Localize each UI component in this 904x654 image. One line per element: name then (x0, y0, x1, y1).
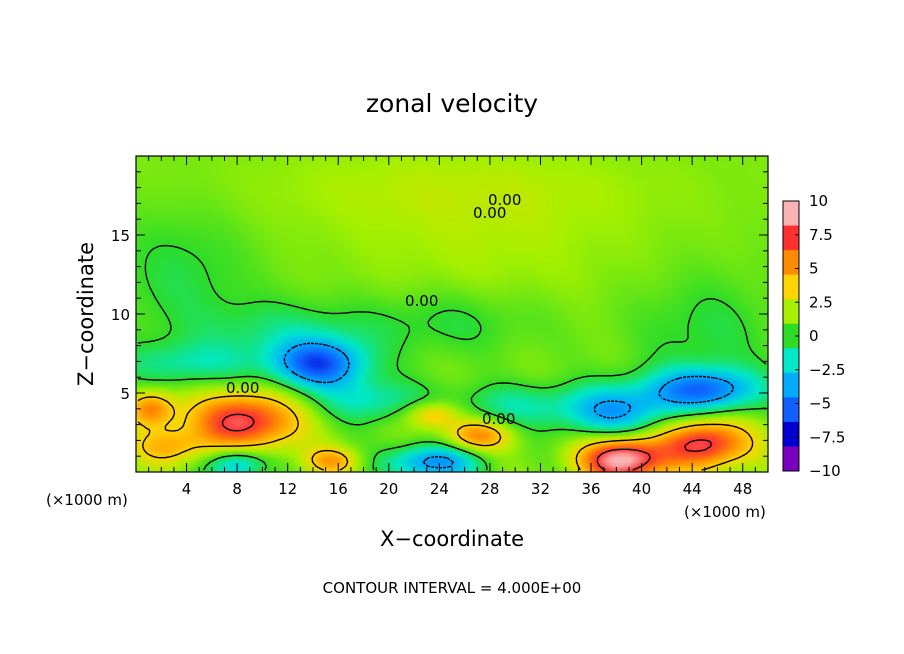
contour-level-4 (137, 395, 754, 471)
x-tick-label: 48 (733, 480, 752, 498)
contour-label: 0.00 (405, 292, 438, 310)
colorbar-tick-label: −2.5 (809, 361, 845, 379)
x-tick-label: 40 (632, 480, 651, 498)
colorbar-swatch (783, 274, 799, 300)
plot-area: 0.000.000.000.000.00 4 8 12 16 20 24 28 32 36 40 4… (111, 155, 769, 498)
colorbar-swatch (783, 397, 799, 423)
y-tick-label: 15 (111, 227, 130, 245)
y-tick-label: 5 (120, 385, 130, 403)
x-tick-label: 4 (182, 480, 192, 498)
x-tick-label: 32 (531, 480, 550, 498)
x-tick-label: 44 (683, 480, 702, 498)
colorbar-swatch (783, 446, 799, 472)
contour-level-minus-4 (283, 342, 734, 469)
contour-label: 0.00 (488, 191, 521, 209)
x-tick-label: 16 (329, 480, 348, 498)
contour-level-8 (221, 413, 712, 471)
colorbar-swatch (783, 372, 799, 398)
colorbar-tick-label: 7.5 (809, 226, 833, 244)
y-tick-label: 10 (111, 306, 130, 324)
colorbar-tick-label: −10 (809, 462, 841, 480)
y-axis-title: Z−coordinate (74, 242, 98, 386)
colorbar-swatch (783, 201, 799, 227)
x-axis-ticks: 4 8 12 16 20 24 28 32 36 40 44 48 (135, 156, 769, 498)
contour-labels: 0.000.000.000.000.00 (226, 191, 521, 428)
velocity-field (136, 156, 768, 472)
x-tick-label: 24 (430, 480, 449, 498)
colorbar-tick-label: 5 (809, 260, 819, 278)
colorbar-tick-label: −5 (809, 395, 831, 413)
contour-interval-note: CONTOUR INTERVAL = 4.000E+00 (323, 579, 582, 597)
x-tick-label: 8 (232, 480, 242, 498)
contour-label: 0.00 (473, 204, 506, 222)
colorbar: 10 7.5 5 2.5 0 −2.5 −5 −7.5 −10 (782, 192, 845, 480)
colorbar-tick-label: 2.5 (809, 293, 833, 311)
colorbar-swatch (783, 299, 799, 325)
colorbar-tick-label: 0 (809, 327, 819, 345)
x-tick-label: 20 (379, 480, 398, 498)
colorbar-swatch (783, 250, 799, 276)
x-axis-title: X−coordinate (380, 527, 524, 551)
colorbar-swatch (783, 225, 799, 251)
y-axis-ticks: 5 10 15 (111, 155, 768, 473)
contour-label: 0.00 (482, 410, 515, 428)
colorbar-tick-label: −7.5 (809, 428, 845, 446)
colorbar-tick-label: 10 (809, 192, 828, 210)
x-unit-label-left: (×1000 m) (46, 491, 128, 509)
contour-label: 0.00 (226, 379, 259, 397)
chart-title: zonal velocity (366, 89, 538, 118)
colorbar-swatch (783, 421, 799, 447)
colorbar-swatch (783, 323, 799, 349)
contour-lines (137, 244, 767, 471)
x-tick-label: 28 (480, 480, 499, 498)
colorbar-swatch (783, 348, 799, 374)
contour-level-0 (137, 244, 767, 471)
x-tick-label: 12 (278, 480, 297, 498)
x-tick-label: 36 (581, 480, 600, 498)
x-unit-label-right: (×1000 m) (684, 503, 766, 521)
